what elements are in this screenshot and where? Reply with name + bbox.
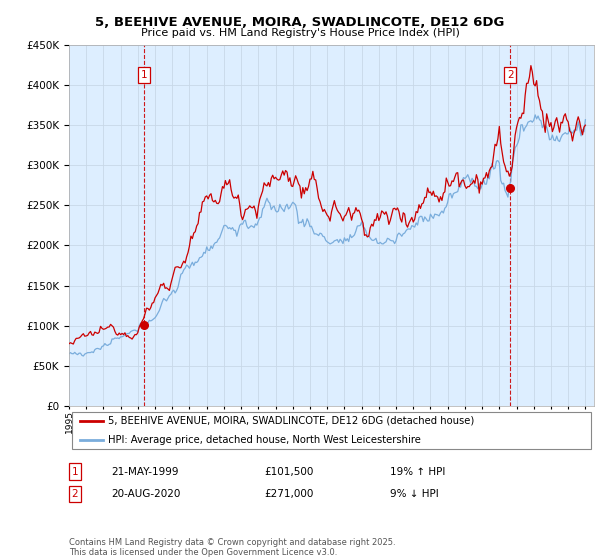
Text: 2: 2 <box>71 489 79 499</box>
Text: 21-MAY-1999: 21-MAY-1999 <box>111 466 179 477</box>
Text: 5, BEEHIVE AVENUE, MOIRA, SWADLINCOTE, DE12 6DG: 5, BEEHIVE AVENUE, MOIRA, SWADLINCOTE, D… <box>95 16 505 29</box>
Text: 19% ↑ HPI: 19% ↑ HPI <box>390 466 445 477</box>
FancyBboxPatch shape <box>71 412 592 449</box>
Text: 1: 1 <box>71 466 79 477</box>
Text: Price paid vs. HM Land Registry's House Price Index (HPI): Price paid vs. HM Land Registry's House … <box>140 28 460 38</box>
Text: 9% ↓ HPI: 9% ↓ HPI <box>390 489 439 499</box>
Text: HPI: Average price, detached house, North West Leicestershire: HPI: Average price, detached house, Nort… <box>109 435 421 445</box>
Text: £271,000: £271,000 <box>264 489 313 499</box>
Text: 1: 1 <box>141 70 148 80</box>
Text: £101,500: £101,500 <box>264 466 313 477</box>
Text: 20-AUG-2020: 20-AUG-2020 <box>111 489 181 499</box>
Text: Contains HM Land Registry data © Crown copyright and database right 2025.
This d: Contains HM Land Registry data © Crown c… <box>69 538 395 557</box>
Text: 5, BEEHIVE AVENUE, MOIRA, SWADLINCOTE, DE12 6DG (detached house): 5, BEEHIVE AVENUE, MOIRA, SWADLINCOTE, D… <box>109 416 475 426</box>
Text: 2: 2 <box>507 70 514 80</box>
